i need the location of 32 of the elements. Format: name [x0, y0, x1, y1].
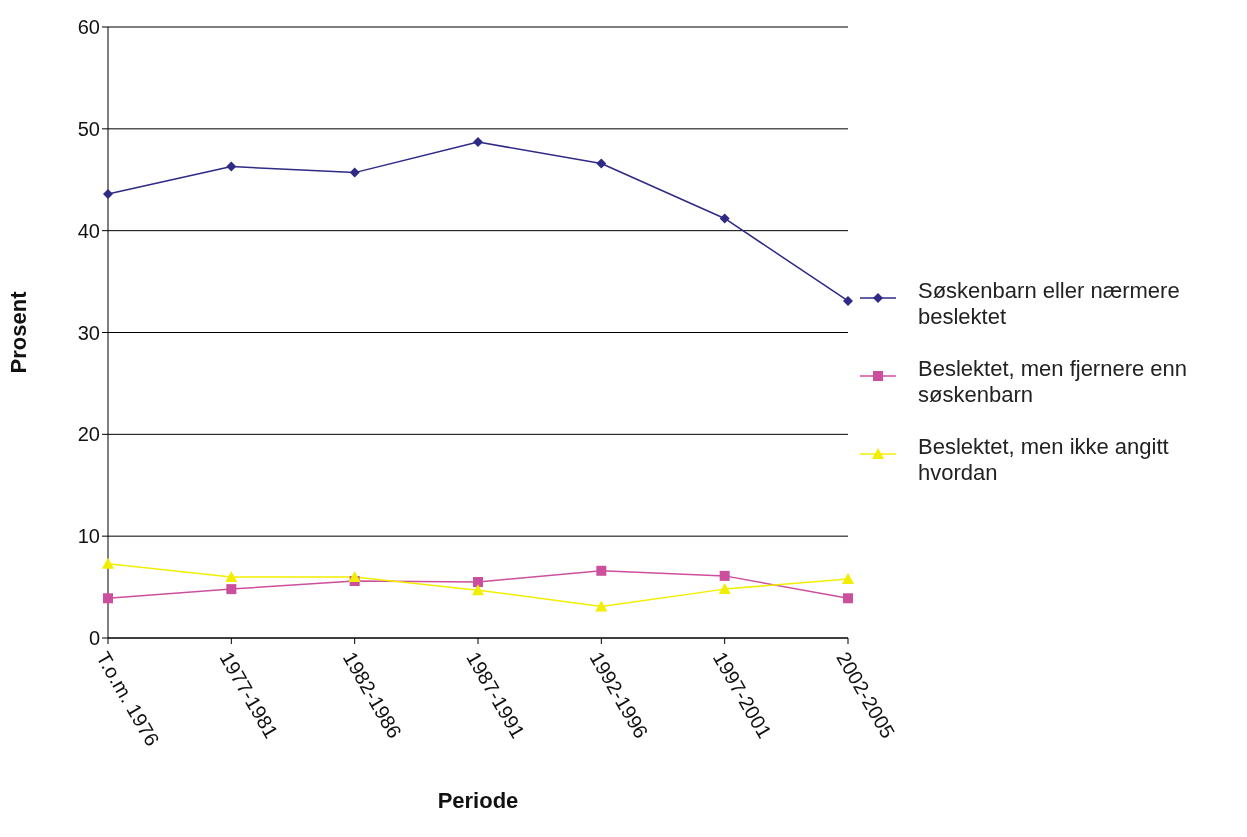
point — [719, 213, 730, 224]
point — [842, 572, 854, 584]
point — [473, 137, 483, 148]
point — [103, 189, 113, 200]
point — [718, 583, 731, 595]
point — [348, 570, 361, 582]
y-axis-title: Prosent — [5, 290, 31, 374]
y-tick-label: 40 — [77, 219, 100, 242]
y-tick-label: 30 — [77, 321, 100, 344]
x-axis-title: Periode — [437, 788, 519, 813]
legend-label: Beslektet, men ikke angitt hvordan — [918, 434, 1170, 486]
point — [103, 593, 113, 604]
point — [226, 161, 237, 172]
y-tick-label: 50 — [77, 117, 100, 140]
point — [595, 600, 608, 612]
y-tick-label: 20 — [77, 423, 100, 446]
point — [349, 167, 360, 178]
point — [719, 570, 730, 581]
y-tick-label: 60 — [77, 16, 100, 39]
y-tick-label: 10 — [77, 525, 100, 548]
point — [473, 576, 483, 587]
point — [596, 158, 607, 169]
legend-label: Beslektet, men fjernere enn søskenbarn — [918, 356, 1189, 408]
point — [226, 584, 237, 595]
legend-label: Søskenbarn eller nærmere beslektet — [918, 278, 1181, 330]
point — [225, 570, 238, 582]
point — [843, 295, 853, 306]
point — [596, 565, 607, 576]
point — [843, 593, 853, 604]
y-tick-label: 0 — [88, 627, 100, 650]
point — [472, 584, 484, 596]
point — [102, 557, 114, 569]
